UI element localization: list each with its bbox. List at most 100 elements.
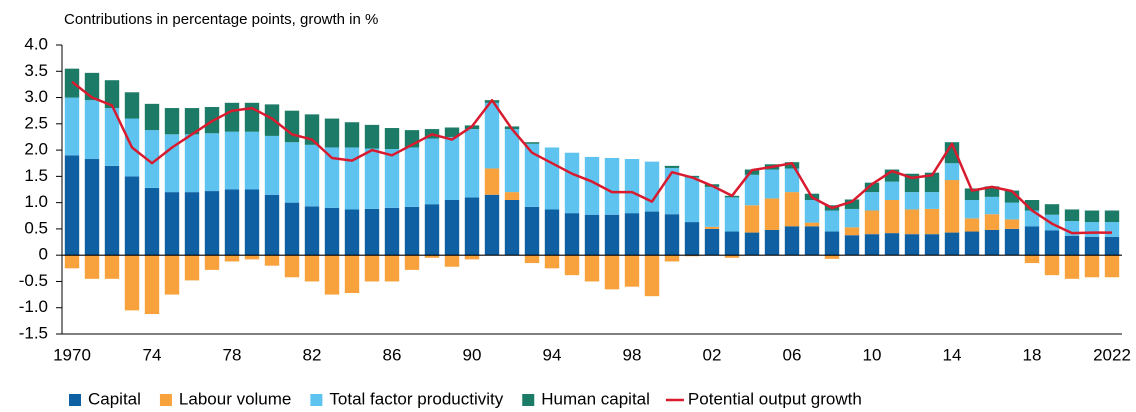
bar-segment: [564, 152, 580, 214]
bar-segment: [1084, 236, 1100, 256]
y-tick-label: 2.0: [24, 140, 48, 159]
legend-label: Capital: [88, 389, 141, 408]
y-tick-label: 0.5: [24, 218, 48, 237]
y-tick-label: 1.5: [24, 166, 48, 185]
bar-segment: [744, 174, 760, 206]
bar-segment: [764, 229, 780, 256]
bar-segment: [104, 108, 120, 166]
bar-segment: [724, 255, 740, 258]
bar-segment: [844, 199, 860, 209]
bar-segment: [364, 208, 380, 256]
bar-segment: [924, 172, 940, 193]
bar-segment: [444, 127, 460, 137]
bar-segment: [664, 255, 680, 262]
bar-segment: [504, 200, 520, 256]
bar-segment: [124, 92, 140, 119]
bar-segment: [264, 194, 280, 256]
bar-segment: [304, 255, 320, 282]
bar-segment: [344, 209, 360, 256]
bar-segment: [144, 103, 160, 131]
bar-segment: [624, 159, 640, 214]
bar-segment: [964, 188, 980, 201]
bar-segment: [424, 138, 440, 205]
bar-segment: [224, 189, 240, 256]
bar-segment: [684, 177, 700, 223]
bar-segment: [144, 187, 160, 256]
bar-segment: [524, 142, 540, 144]
bar-segment: [764, 169, 780, 199]
bar-segment: [584, 214, 600, 256]
bar-segment: [204, 255, 220, 270]
bar-segment: [784, 226, 800, 256]
bar-segment: [324, 207, 340, 256]
bar-segment: [444, 200, 460, 256]
bar-segment: [344, 122, 360, 148]
x-tick-label: 18: [1023, 345, 1042, 364]
bar-segment: [304, 144, 320, 207]
bar-segment: [624, 213, 640, 256]
bar-segment: [224, 102, 240, 132]
bar-segment: [144, 130, 160, 188]
bar-segment: [284, 142, 300, 203]
bar-segment: [864, 234, 880, 256]
line: [71, 80, 1112, 235]
bar-segment: [1104, 255, 1120, 278]
bar-segment: [424, 255, 440, 258]
bar-segment: [124, 255, 140, 311]
bar-segment: [664, 214, 680, 256]
bar-segment: [464, 255, 480, 260]
y-tick-label: -1.5: [19, 323, 48, 342]
bar-segment: [484, 102, 500, 169]
bar-segment: [244, 255, 260, 260]
bar-segment: [324, 147, 340, 208]
bar-segment: [404, 255, 420, 270]
bar-segment: [1024, 200, 1040, 211]
bar-segment: [164, 255, 180, 295]
legend-swatch: [159, 394, 172, 406]
bar-segment: [484, 168, 500, 195]
legend-label: Total factor productivity: [329, 389, 503, 408]
bar-segment: [744, 205, 760, 233]
bar-segment: [864, 182, 880, 193]
bar-segment: [1044, 255, 1060, 276]
bar-segment: [604, 214, 620, 256]
bar-segment: [844, 235, 860, 256]
bar-segment: [104, 80, 120, 109]
bar-segment: [664, 165, 680, 168]
bar-segment: [544, 209, 560, 256]
bar-segment: [344, 147, 360, 210]
x-tick-label: 74: [143, 345, 162, 364]
bar-segment: [704, 226, 720, 229]
bar-segment: [884, 200, 900, 234]
bar-segment: [1024, 210, 1040, 227]
bar-segment: [664, 167, 680, 215]
y-tick-label: 1.0: [24, 192, 48, 211]
bar-segment: [904, 234, 920, 256]
bar-segment: [284, 255, 300, 278]
bar-segment: [84, 255, 100, 279]
x-tick-label: 1970: [53, 345, 91, 364]
bar-segment: [704, 186, 720, 227]
bar-segment: [484, 194, 500, 256]
y-tick-label: 3.0: [24, 87, 48, 106]
bar-segment: [764, 198, 780, 230]
bar-segment: [1064, 255, 1080, 279]
y-tick-label: -1.0: [19, 297, 48, 316]
bar-segment: [784, 192, 800, 227]
bar-segment: [584, 156, 600, 215]
bar-segment: [384, 128, 400, 150]
bar-segment: [424, 204, 440, 256]
bar-segment: [224, 131, 240, 190]
bar-segment: [744, 232, 760, 256]
bar-segment: [964, 218, 980, 232]
bar-segment: [204, 133, 220, 192]
x-tick-label: 98: [623, 345, 642, 364]
y-tick-label: -0.5: [19, 271, 48, 290]
bar-segment: [224, 255, 240, 262]
bar-segment: [284, 110, 300, 143]
bar-segment: [444, 255, 460, 267]
bar-segment: [924, 234, 940, 256]
bar-segment: [324, 255, 340, 295]
bar-segment: [864, 210, 880, 235]
